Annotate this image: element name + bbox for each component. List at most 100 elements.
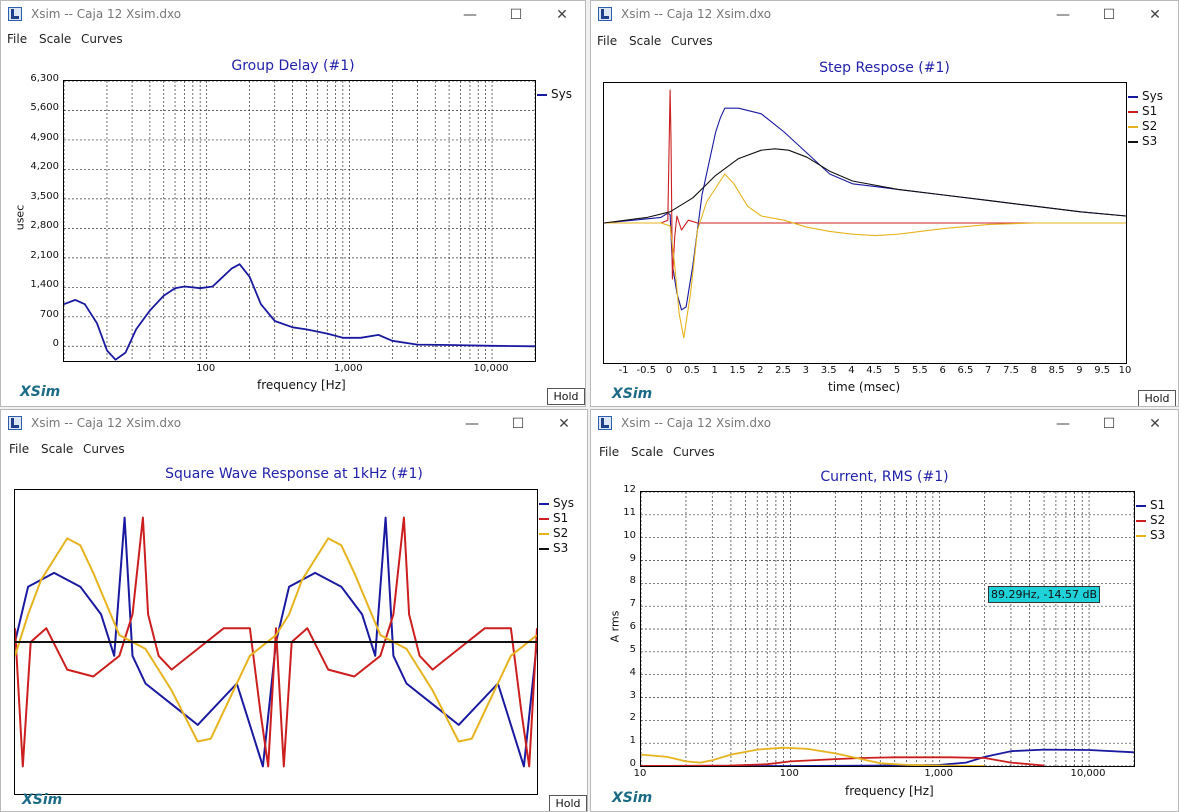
plot-area[interactable]	[603, 82, 1127, 364]
minimize-icon[interactable]: —	[1056, 416, 1070, 432]
y-tick-label: 1	[629, 735, 636, 747]
maximize-icon[interactable]: ☐	[509, 7, 523, 23]
legend-label: S2	[1150, 513, 1166, 527]
minimize-icon[interactable]: —	[1056, 7, 1070, 23]
menu-scale[interactable]: Scale	[39, 32, 72, 46]
x-tick-label: 5.5	[911, 365, 928, 376]
chart-title: Current, RMS (#1)	[820, 469, 949, 485]
x-tick-label: 1,000	[334, 363, 363, 374]
window-title: Xsim -- Caja 12 Xsim.dxo	[31, 7, 182, 21]
y-tick-label: 3,500	[30, 190, 59, 202]
legend-swatch	[1136, 505, 1146, 507]
maximize-icon[interactable]: ☐	[511, 416, 525, 432]
series-line-sys	[64, 263, 535, 361]
legend-swatch	[539, 548, 549, 550]
y-tick-label: 5,600	[30, 102, 59, 114]
y-tick-label: 6,300	[30, 73, 59, 84]
plot-area[interactable]	[63, 80, 536, 362]
legend-label: S2	[553, 526, 569, 540]
series-line-s2	[641, 756, 1045, 766]
x-axis-label: frequency [Hz]	[257, 378, 346, 392]
chart-svg	[15, 516, 537, 768]
close-icon[interactable]: ✕	[1149, 416, 1161, 432]
xsim-app-icon	[8, 7, 22, 21]
x-tick-label: 3	[802, 365, 810, 376]
y-tick-label: 2	[629, 712, 636, 724]
x-tick-label: 9.5	[1094, 365, 1111, 376]
x-tick-label: 1	[711, 365, 718, 376]
plot-area[interactable]	[640, 491, 1135, 767]
x-tick-label: 9	[1076, 365, 1083, 376]
series-line-s1	[641, 748, 1134, 766]
x-tick-label: 8.5	[1048, 365, 1065, 376]
legend-label: Sys	[1142, 89, 1163, 103]
y-tick-label: 5	[629, 643, 636, 655]
legend-label: Sys	[553, 496, 574, 510]
x-tick-label: 6	[939, 365, 946, 376]
menu-file[interactable]: File	[597, 34, 618, 48]
hold-button[interactable]: Hold	[549, 795, 587, 811]
menu-scale[interactable]: Scale	[629, 34, 662, 48]
menu-scale[interactable]: Scale	[41, 442, 74, 456]
legend-swatch	[1128, 96, 1138, 98]
x-tick-label: 10	[633, 768, 647, 779]
x-tick-label: 1,000	[924, 768, 953, 779]
menu-curves[interactable]: Curves	[83, 442, 125, 456]
series-line-s1	[15, 516, 537, 768]
menu-bar: File Scale Curves	[591, 438, 1178, 459]
cursor-readout: 89.29Hz, -14.57 dB	[988, 586, 1101, 603]
menu-curves[interactable]: Curves	[673, 445, 715, 459]
xsim-app-icon	[8, 416, 22, 430]
hold-button[interactable]: Hold	[1138, 390, 1176, 406]
xsim-logo: XSim	[612, 386, 653, 402]
series-line-s2	[15, 537, 537, 743]
y-tick-label: 4	[629, 666, 636, 678]
y-tick-label: 2,800	[30, 220, 59, 232]
xsim-app-icon	[598, 416, 612, 430]
chart-title: Square Wave Response at 1kHz (#1)	[165, 466, 423, 482]
x-tick-label: -1	[618, 365, 629, 376]
title-bar[interactable]: Xsim -- Caja 12 Xsim.dxo — ☐ ✕	[591, 410, 1178, 438]
maximize-icon[interactable]: ☐	[1102, 7, 1116, 23]
legend-swatch	[539, 503, 549, 505]
y-tick-label: 2,100	[30, 249, 59, 261]
series-line-s3	[641, 746, 985, 766]
x-tick-label: 2.5	[775, 365, 792, 376]
menu-file[interactable]: File	[9, 442, 30, 456]
legend-label: S1	[1150, 498, 1166, 512]
chart-svg	[641, 492, 1134, 766]
xsim-logo: XSim	[20, 384, 61, 400]
title-bar[interactable]: Xsim -- Caja 12 Xsim.dxo — ☐ ✕	[1, 410, 587, 438]
close-icon[interactable]: ✕	[558, 416, 570, 432]
title-bar[interactable]: Xsim -- Caja 12 Xsim.dxo — ☐ ✕	[1, 1, 585, 29]
minimize-icon[interactable]: —	[465, 416, 479, 432]
x-tick-label: 7.5	[1003, 365, 1019, 376]
xsim-logo: XSim	[612, 790, 653, 806]
x-tick-label: 4	[848, 365, 855, 376]
hold-button[interactable]: Hold	[547, 388, 585, 405]
menu-file[interactable]: File	[7, 32, 28, 46]
plot-area[interactable]	[14, 489, 538, 795]
legend-swatch	[537, 94, 547, 96]
menu-bar: File Scale Curves	[591, 29, 1178, 49]
current-rms-window: Xsim -- Caja 12 Xsim.dxo — ☐ ✕ File Scal…	[590, 409, 1179, 812]
maximize-icon[interactable]: ☐	[1102, 416, 1116, 432]
x-axis-label: time (msec)	[828, 380, 901, 394]
legend-swatch	[539, 518, 549, 520]
window-title: Xsim -- Caja 12 Xsim.dxo	[31, 416, 182, 430]
y-tick-label: 10	[623, 529, 636, 541]
legend-swatch	[539, 533, 549, 535]
close-icon[interactable]: ✕	[556, 7, 568, 23]
window-title: Xsim -- Caja 12 Xsim.dxo	[621, 416, 772, 430]
y-tick-label: 6	[629, 621, 636, 632]
legend-swatch	[1128, 126, 1138, 128]
window-title: Xsim -- Caja 12 Xsim.dxo	[621, 7, 772, 21]
y-tick-label: 7	[629, 598, 636, 610]
menu-file[interactable]: File	[599, 445, 620, 459]
close-icon[interactable]: ✕	[1149, 7, 1161, 23]
menu-curves[interactable]: Curves	[671, 34, 713, 48]
menu-curves[interactable]: Curves	[81, 32, 123, 46]
minimize-icon[interactable]: —	[463, 7, 477, 23]
menu-scale[interactable]: Scale	[631, 445, 664, 459]
title-bar[interactable]: Xsim -- Caja 12 Xsim.dxo — ☐ ✕	[591, 1, 1178, 29]
